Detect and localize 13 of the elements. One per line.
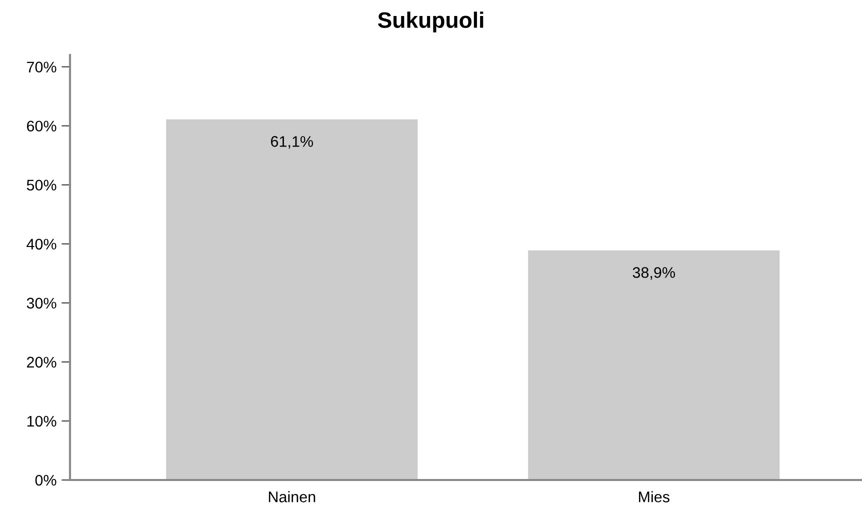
y-tick-label: 70% bbox=[27, 62, 56, 72]
x-tick-label: Nainen bbox=[268, 491, 316, 502]
data-label: 61,1% bbox=[271, 136, 314, 149]
y-tick-label: 60% bbox=[27, 120, 56, 132]
data-label: 38,9% bbox=[632, 267, 675, 280]
y-tick-label: 10% bbox=[27, 416, 56, 427]
y-tick-label: 0% bbox=[35, 474, 56, 486]
y-tick-label: 50% bbox=[26, 180, 56, 191]
y-tick-label: 30% bbox=[26, 298, 56, 309]
chart-title: Sukupuoli bbox=[378, 12, 484, 32]
x-tick-label: Mies bbox=[638, 491, 670, 502]
y-tick-label: 40% bbox=[26, 238, 56, 250]
y-tick-label: 20% bbox=[26, 356, 56, 368]
